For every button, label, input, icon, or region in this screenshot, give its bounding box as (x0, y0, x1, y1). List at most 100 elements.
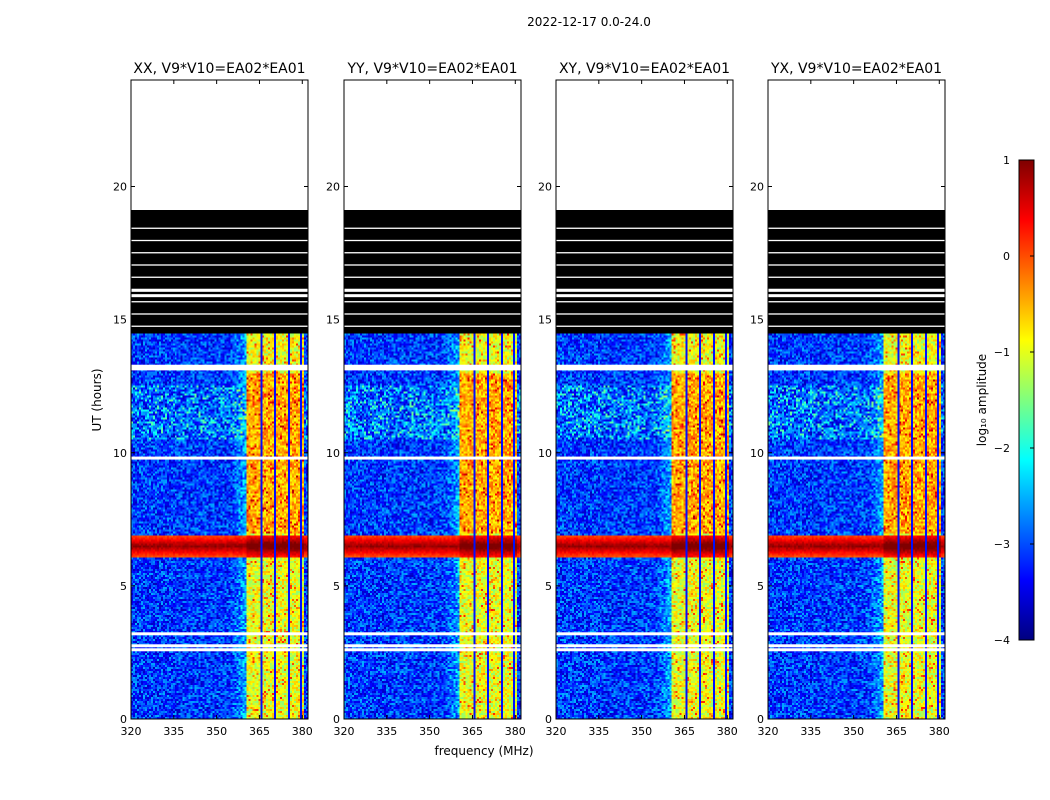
x-tick-label-3-0: 320 (758, 725, 779, 738)
y-tick-label-0-4: 20 (113, 181, 127, 194)
gap-row-0-0 (131, 648, 308, 652)
gap-row-2-2 (556, 632, 733, 636)
x-tick-label-0-2: 350 (206, 725, 227, 738)
panels-group: XX, V9*V10=EA02*EA01 320 335 350 365 380 0 5 10 1… (113, 61, 950, 738)
flag-stripe-2-3 (556, 288, 733, 291)
x-tick-label-2-0: 320 (546, 725, 567, 738)
flag-stripe-3-1 (768, 313, 945, 315)
y-tick-label-3-1: 5 (757, 580, 764, 593)
gap-row-3-1 (768, 644, 945, 648)
flag-stripe-1-5 (344, 264, 521, 266)
colorbar-tick-label-2: −1 (994, 346, 1010, 359)
flag-stripe-3-6 (768, 252, 945, 254)
gap-row-3-3 (768, 456, 945, 460)
gap-row-3-4 (768, 367, 945, 371)
flag-stripe-2-1 (556, 313, 733, 315)
x-tick-label-1-0: 320 (334, 725, 355, 738)
flag-stripe-2-5 (556, 264, 733, 266)
y-tick-label-2-2: 10 (538, 447, 552, 460)
x-axis-label: frequency (MHz) (434, 744, 533, 758)
y-tick-label-2-1: 5 (545, 580, 552, 593)
gap-row-2-6 (556, 294, 733, 298)
gap-row-2-5 (556, 364, 733, 368)
flag-stripe-2-7 (556, 239, 733, 242)
colorbar-gradient (1018, 159, 1035, 641)
y-tick-label-3-2: 10 (750, 447, 764, 460)
y-tick-label-0-2: 10 (113, 447, 127, 460)
x-tick-label-3-4: 380 (929, 725, 950, 738)
panel-title-3: YX, V9*V10=EA02*EA01 (770, 61, 942, 77)
x-tick-label-2-1: 335 (588, 725, 609, 738)
gap-row-2-1 (556, 644, 733, 648)
y-tick-label-1-2: 10 (326, 447, 340, 460)
x-tick-label-1-1: 335 (376, 725, 397, 738)
flag-stripe-1-1 (344, 313, 521, 315)
flag-stripe-3-4 (768, 276, 945, 278)
flag-stripe-0-4 (131, 276, 308, 278)
colorbar-tick-label-1: 0 (1003, 250, 1010, 263)
x-tick-label-2-2: 350 (631, 725, 652, 738)
flag-stripe-0-1 (131, 313, 308, 315)
colorbar-tick-label-4: −3 (994, 538, 1010, 551)
panel-1: YY, V9*V10=EA02*EA01 320 335 350 365 380 0 5 10 1… (326, 61, 526, 738)
y-tick-label-3-0: 0 (757, 713, 764, 726)
panel-title-1: YY, V9*V10=EA02*EA01 (346, 61, 517, 77)
flag-stripe-2-2 (556, 301, 733, 303)
flag-stripe-3-0 (768, 325, 945, 327)
colorbar-tick-label-3: −2 (994, 442, 1010, 455)
panel-title-0: XX, V9*V10=EA02*EA01 (133, 61, 305, 77)
flag-stripe-2-0 (556, 325, 733, 327)
flag-stripe-2-6 (556, 252, 733, 254)
x-tick-label-3-3: 365 (886, 725, 907, 738)
x-tick-label-3-2: 350 (843, 725, 864, 738)
x-tick-label-3-1: 335 (800, 725, 821, 738)
panel-heatmap-3 (768, 80, 945, 719)
panel-heatmap-2 (556, 80, 733, 719)
y-tick-label-2-0: 0 (545, 713, 552, 726)
flag-stripe-0-7 (131, 239, 308, 242)
panel-frame-0 (130, 79, 309, 720)
y-tick-label-1-4: 20 (326, 181, 340, 194)
gap-row-1-4 (344, 367, 521, 371)
gap-row-0-3 (131, 456, 308, 460)
x-tick-label-0-0: 320 (121, 725, 142, 738)
panel-title-2: XY, V9*V10=EA02*EA01 (559, 61, 730, 77)
flag-stripe-3-5 (768, 264, 945, 266)
x-tick-label-0-1: 335 (163, 725, 184, 738)
flag-stripe-3-2 (768, 301, 945, 303)
panel-heatmap-1 (344, 80, 521, 719)
flag-stripe-0-2 (131, 301, 308, 303)
y-tick-label-1-1: 5 (333, 580, 340, 593)
panel-heatmap-0 (131, 80, 308, 719)
panel-frame-2 (555, 79, 734, 720)
gap-row-1-3 (344, 456, 521, 460)
panel-3: YX, V9*V10=EA02*EA01 320 335 350 365 380 0 5 10 1… (750, 61, 950, 738)
flag-stripe-0-5 (131, 264, 308, 266)
gap-row-1-5 (344, 364, 521, 368)
flag-stripe-1-6 (344, 252, 521, 254)
flag-stripe-1-3 (344, 288, 521, 291)
x-tick-label-1-3: 365 (462, 725, 483, 738)
y-tick-label-1-0: 0 (333, 713, 340, 726)
x-tick-label-2-4: 380 (717, 725, 738, 738)
flag-stripe-0-3 (131, 288, 308, 291)
panel-frame-3 (767, 79, 946, 720)
flag-stripe-2-8 (556, 227, 733, 229)
gap-row-1-2 (344, 632, 521, 636)
flag-stripe-1-2 (344, 301, 521, 303)
x-tick-label-0-4: 380 (292, 725, 313, 738)
x-tick-label-2-3: 365 (674, 725, 695, 738)
flag-stripe-3-7 (768, 239, 945, 242)
flag-stripe-0-6 (131, 252, 308, 254)
gap-row-0-7 (131, 288, 308, 292)
gap-row-0-5 (131, 364, 308, 368)
x-tick-label-0-3: 365 (249, 725, 270, 738)
gap-row-0-1 (131, 644, 308, 648)
gap-row-3-2 (768, 632, 945, 636)
flag-stripe-0-8 (131, 227, 308, 229)
gap-row-3-0 (768, 648, 945, 652)
gap-row-0-6 (131, 294, 308, 298)
y-axis-label: UT (hours) (90, 368, 104, 431)
colorbar-tick-label-0: 1 (1003, 154, 1010, 167)
